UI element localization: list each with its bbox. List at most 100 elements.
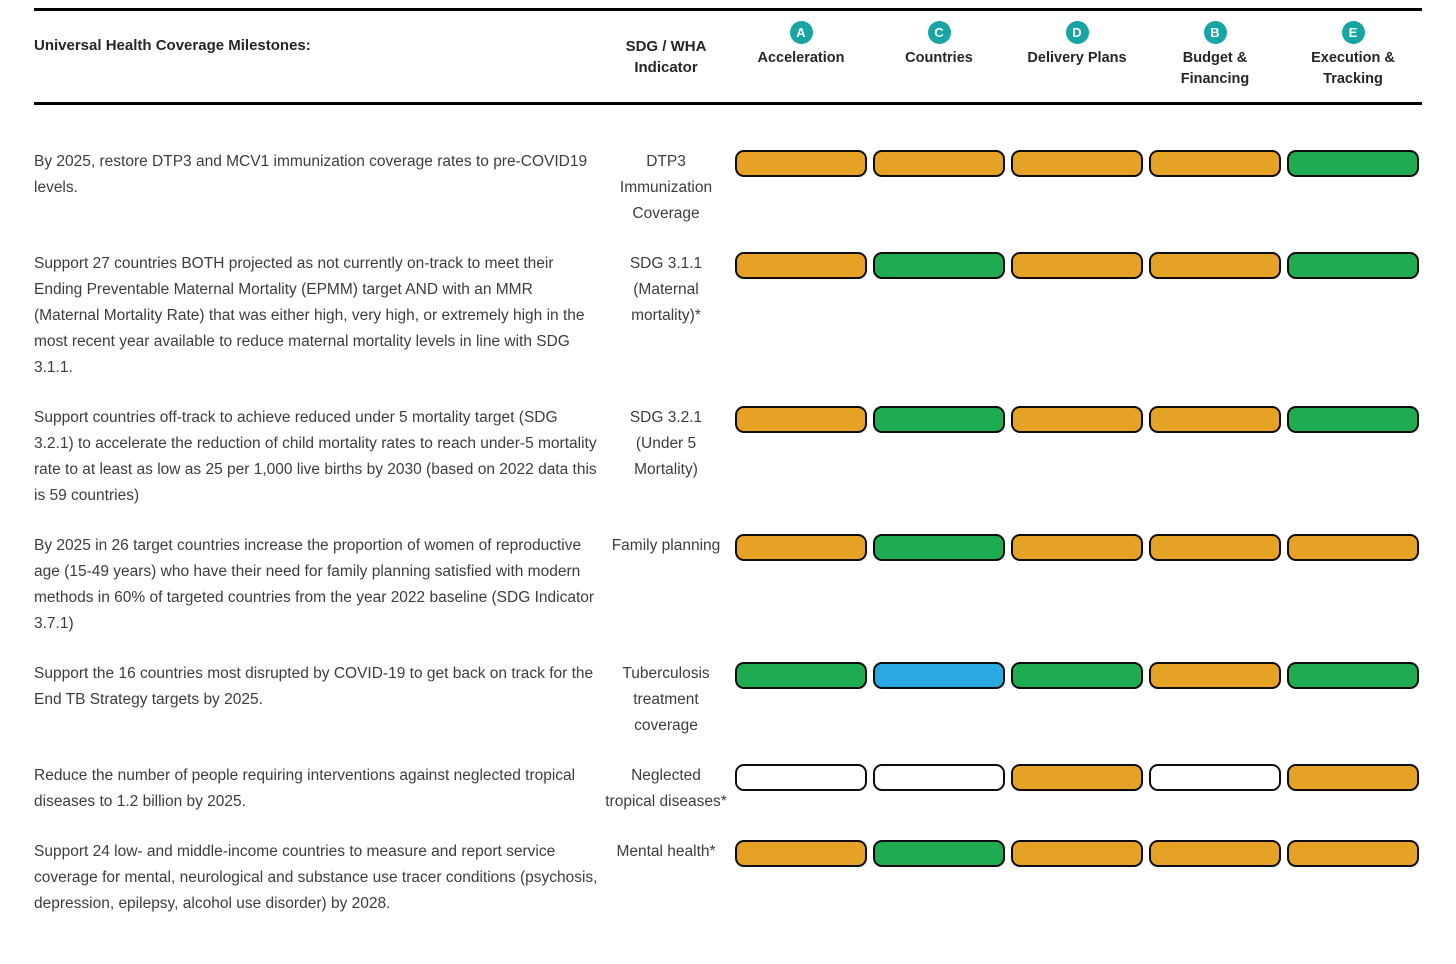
status-pill-orange xyxy=(1011,150,1143,177)
milestone-row: Support 24 low- and middle-income countr… xyxy=(34,839,1422,917)
indicator-text: DTP3 Immunization Coverage xyxy=(619,153,713,222)
status-cell xyxy=(870,763,1008,791)
indicator-text: SDG 3.1.1 (Maternal mortality)* xyxy=(629,255,703,324)
status-pill-orange xyxy=(1287,764,1419,791)
milestone-text: Support 27 countries BOTH projected as n… xyxy=(34,255,585,376)
status-cell xyxy=(1284,763,1422,791)
status-column-header: D Delivery Plans xyxy=(1008,21,1146,69)
status-pill-green xyxy=(873,406,1005,433)
status-column-label: Delivery Plans xyxy=(1027,50,1127,66)
status-pill-orange xyxy=(1011,252,1143,279)
status-cell xyxy=(1284,149,1422,177)
status-pill-orange xyxy=(1011,406,1143,433)
indicator-text: Family planning xyxy=(611,537,721,554)
milestones-table: Universal Health Coverage Milestones: SD… xyxy=(34,8,1422,917)
milestones-column-header: Universal Health Coverage Milestones: xyxy=(34,37,311,54)
status-cell xyxy=(1008,533,1146,561)
status-cell xyxy=(870,405,1008,433)
status-cell xyxy=(732,839,870,867)
indicator-text: SDG 3.2.1 (Under 5 Mortality) xyxy=(629,409,703,478)
status-pill-empty xyxy=(735,764,867,791)
status-letter-badge-icon: B xyxy=(1203,21,1227,44)
indicator-text: Mental health* xyxy=(616,843,716,860)
milestone-row: Support countries off-track to achieve r… xyxy=(34,405,1422,509)
status-pill-green xyxy=(1287,662,1419,689)
status-cell xyxy=(870,251,1008,279)
status-pill-orange xyxy=(735,252,867,279)
status-cell xyxy=(1284,405,1422,433)
status-column-label: Acceleration xyxy=(757,50,845,66)
status-pill-orange xyxy=(1011,840,1143,867)
milestone-text: By 2025, restore DTP3 and MCV1 immunizat… xyxy=(34,153,588,196)
status-letter-badge-icon: A xyxy=(789,21,813,44)
status-pill-orange xyxy=(1287,840,1419,867)
status-pill-orange xyxy=(1149,150,1281,177)
status-column-header: B Budget & Financing xyxy=(1146,21,1284,90)
status-column-header: C Countries xyxy=(870,21,1008,69)
status-pill-orange xyxy=(1149,662,1281,689)
milestone-text: By 2025 in 26 target countries increase … xyxy=(34,537,595,632)
status-pill-green xyxy=(1287,406,1419,433)
status-cell xyxy=(1284,251,1422,279)
status-pill-orange xyxy=(1149,252,1281,279)
status-pill-orange xyxy=(1149,406,1281,433)
status-column-header: E Execution & Tracking xyxy=(1284,21,1422,90)
status-column-label: Execution & Tracking xyxy=(1311,50,1395,87)
status-letter-badge-icon: C xyxy=(927,21,951,44)
status-pill-orange xyxy=(1011,534,1143,561)
status-cell xyxy=(1146,533,1284,561)
status-cell xyxy=(1146,251,1284,279)
status-column-label: Budget & Financing xyxy=(1180,50,1250,87)
status-pill-green xyxy=(735,662,867,689)
status-pill-orange xyxy=(735,406,867,433)
status-cell xyxy=(732,533,870,561)
status-cell xyxy=(1008,251,1146,279)
milestone-text: Support countries off-track to achieve r… xyxy=(34,409,597,504)
status-pill-green xyxy=(873,252,1005,279)
status-cell xyxy=(732,149,870,177)
status-pill-green xyxy=(873,534,1005,561)
milestone-text: Support the 16 countries most disrupted … xyxy=(34,665,594,708)
status-cell xyxy=(870,839,1008,867)
status-column-label: Countries xyxy=(905,50,973,66)
status-cell xyxy=(1146,763,1284,791)
status-pill-orange xyxy=(735,534,867,561)
milestone-text: Support 24 low- and middle-income countr… xyxy=(34,843,598,912)
status-pill-green xyxy=(1011,662,1143,689)
status-pill-orange xyxy=(1011,764,1143,791)
status-letter-badge-icon: E xyxy=(1341,21,1365,44)
milestone-row: By 2025, restore DTP3 and MCV1 immunizat… xyxy=(34,149,1422,227)
status-pill-orange xyxy=(1287,534,1419,561)
status-cell xyxy=(732,251,870,279)
status-cell xyxy=(1284,533,1422,561)
status-cell xyxy=(1146,661,1284,689)
milestone-row: By 2025 in 26 target countries increase … xyxy=(34,533,1422,637)
status-pill-empty xyxy=(873,764,1005,791)
status-column-header: A Acceleration xyxy=(732,21,870,69)
status-cell xyxy=(1008,839,1146,867)
milestone-row: Reduce the number of people requiring in… xyxy=(34,763,1422,815)
milestone-row: Support the 16 countries most disrupted … xyxy=(34,661,1422,739)
status-pill-green xyxy=(873,840,1005,867)
status-cell xyxy=(1008,763,1146,791)
indicator-column-header: SDG / WHA Indicator xyxy=(625,38,707,76)
status-pill-green xyxy=(1287,150,1419,177)
status-cell xyxy=(732,661,870,689)
milestones-table-body: By 2025, restore DTP3 and MCV1 immunizat… xyxy=(34,105,1422,917)
status-pill-orange xyxy=(735,150,867,177)
indicator-text: Tuberculosis treatment coverage xyxy=(622,665,710,734)
status-cell xyxy=(1146,839,1284,867)
status-pill-orange xyxy=(873,150,1005,177)
status-letter-badge-icon: D xyxy=(1065,21,1089,44)
status-pill-orange xyxy=(735,840,867,867)
status-cell xyxy=(1008,405,1146,433)
table-header-row: Universal Health Coverage Milestones: SD… xyxy=(34,11,1422,105)
status-cell xyxy=(1146,149,1284,177)
status-pill-empty xyxy=(1149,764,1281,791)
status-cell xyxy=(870,533,1008,561)
status-cell xyxy=(1008,661,1146,689)
milestone-row: Support 27 countries BOTH projected as n… xyxy=(34,251,1422,381)
milestone-text: Reduce the number of people requiring in… xyxy=(34,767,576,810)
status-cell xyxy=(1284,839,1422,867)
